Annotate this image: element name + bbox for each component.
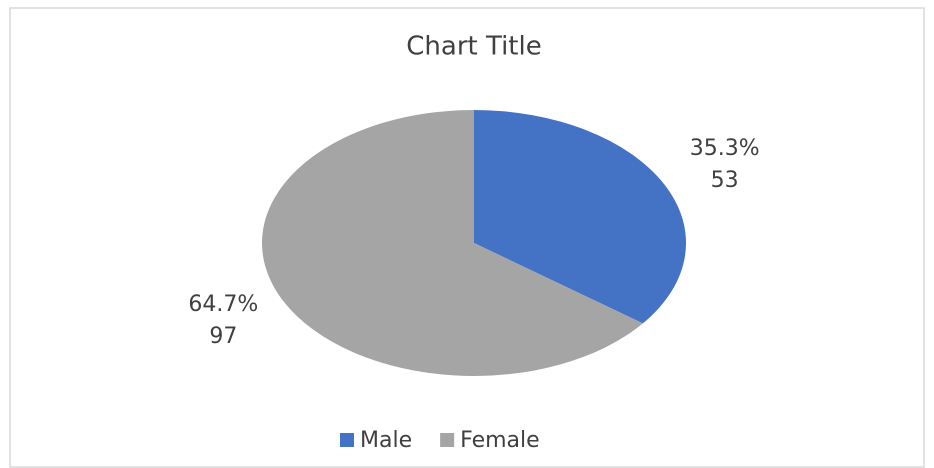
data-label-value: 97: [209, 324, 237, 349]
pie-slice: [474, 110, 686, 324]
legend-label: Male: [360, 428, 412, 453]
data-label-percent: 64.7%: [188, 292, 258, 317]
data-label-value: 53: [711, 168, 739, 193]
chart-title: Chart Title: [406, 32, 541, 62]
data-label-percent: 35.3%: [690, 136, 760, 161]
legend-swatch: [340, 433, 354, 447]
pie-slice: [261, 110, 643, 376]
legend-label: Female: [460, 428, 540, 453]
legend-swatch: [440, 433, 455, 447]
